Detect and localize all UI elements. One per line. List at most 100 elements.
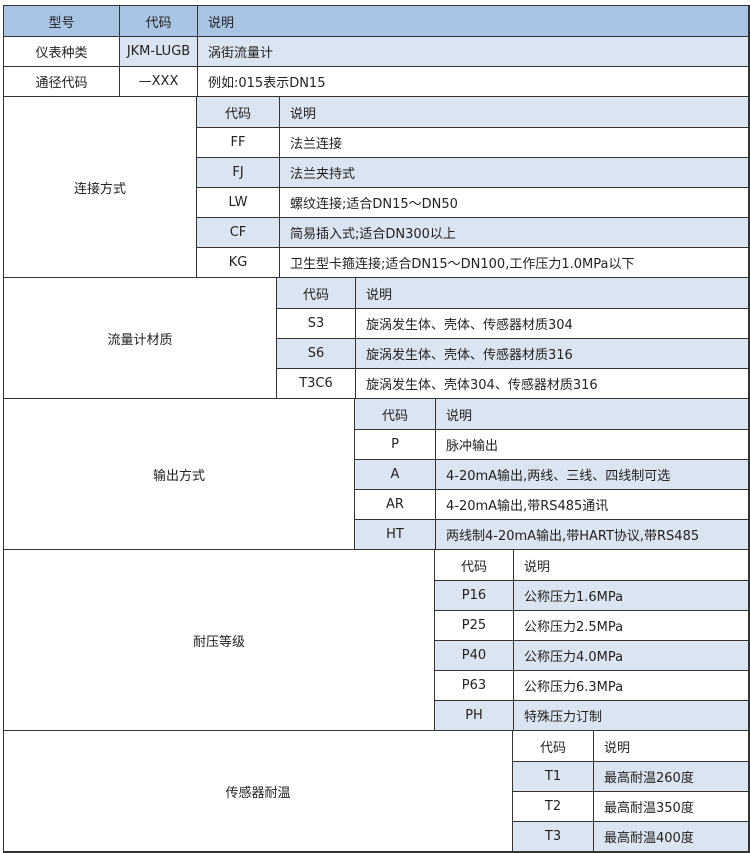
sub-header-code: 代码 — [460, 559, 487, 575]
item-desc: 4-20mA输出,带RS485通讯 — [435, 490, 748, 519]
item-code: S3 — [307, 316, 325, 331]
table-row: 仪表种类 JKM-LUGB 涡街流量计 — [4, 36, 748, 66]
item-code: KG — [228, 255, 248, 270]
table-row: FJ 法兰夹持式 — [197, 157, 748, 187]
sub-header-code: 代码 — [224, 106, 251, 122]
item-desc: 4-20mA输出,两线、三线、四线制可选 — [435, 460, 748, 489]
item-code: AR — [386, 497, 404, 512]
item-desc: 法兰连接 — [279, 128, 748, 157]
item-code: S6 — [307, 346, 325, 361]
section-2: 流量计材质 代码 说明 S3 旋涡发生体、壳体、传感器材质304 S6 旋涡发生体、壳体、传… — [4, 277, 748, 398]
section-label: 耐压等级 — [4, 550, 435, 730]
row-desc: 例如:015表示DN15 — [197, 67, 748, 96]
sub-header-desc: 说明 — [593, 731, 748, 761]
table-row: P40 公称压力4.0MPa — [435, 640, 748, 670]
table-row: AR 4-20mA输出,带RS485通讯 — [355, 489, 748, 519]
row-desc: 涡街流量计 — [197, 37, 748, 66]
item-code: CF — [229, 225, 247, 240]
sub-header-row: 代码 说明 — [513, 731, 748, 761]
item-desc: 最高耐温350度 — [593, 792, 748, 821]
sub-table: 代码 说明 S3 旋涡发生体、壳体、传感器材质304 S6 旋涡发生体、壳体、传感器材质3… — [277, 278, 748, 398]
item-code: P25 — [461, 618, 487, 633]
item-desc: 简易插入式;适合DN300以上 — [279, 218, 748, 247]
header-desc: 说明 — [197, 6, 748, 36]
row-name: 通径代码 — [35, 76, 88, 91]
item-code: LW — [228, 195, 248, 210]
item-code: T3 — [544, 829, 562, 844]
sub-table: 代码 说明 T1 最高耐温260度 T2 最高耐温350度 T3 最高耐温400度 — [513, 731, 748, 851]
item-desc: 旋涡发生体、壳体、传感器材质316 — [355, 339, 748, 368]
table-row: KG 卫生型卡箍连接;适合DN15～DN100,工作压力1.0MPa以下 — [197, 247, 748, 277]
item-desc: 旋涡发生体、壳体304、传感器材质316 — [355, 369, 748, 398]
sub-header-row: 代码 说明 — [277, 278, 748, 308]
table-row: S3 旋涡发生体、壳体、传感器材质304 — [277, 308, 748, 338]
table-row: P63 公称压力6.3MPa — [435, 670, 748, 700]
sub-header-desc: 说明 — [435, 399, 748, 429]
item-code: FJ — [232, 165, 244, 180]
section-1: 连接方式 代码 说明 FF 法兰连接 FJ 法兰夹持式 LW 螺纹连接;适合DN15～DN50 C… — [4, 96, 748, 277]
item-desc: 法兰夹持式 — [279, 158, 748, 187]
sub-header-row: 代码 说明 — [197, 97, 748, 127]
sub-header-desc: 说明 — [279, 97, 748, 127]
item-code: T2 — [544, 799, 562, 814]
table-row: T3C6 旋涡发生体、壳体304、传感器材质316 — [277, 368, 748, 398]
row-name: 仪表种类 — [35, 46, 88, 61]
table-row: P16 公称压力1.6MPa — [435, 580, 748, 610]
item-code: P63 — [461, 678, 487, 693]
section-label: 传感器耐温 — [4, 731, 513, 851]
item-desc: 公称压力4.0MPa — [513, 641, 748, 670]
item-code: T1 — [544, 769, 562, 784]
table-row: LW 螺纹连接;适合DN15～DN50 — [197, 187, 748, 217]
item-desc: 螺纹连接;适合DN15～DN50 — [279, 188, 748, 217]
header-model: 型号 — [48, 15, 75, 31]
model-selection-table: 型号 代码 说明 仪表种类 JKM-LUGB 涡街流量计 通径代码 —XXX 例… — [3, 5, 750, 853]
item-desc: 旋涡发生体、壳体、传感器材质304 — [355, 309, 748, 338]
table-row: S6 旋涡发生体、壳体、传感器材质316 — [277, 338, 748, 368]
section-label: 输出方式 — [4, 399, 355, 549]
header-code: 代码 — [119, 6, 197, 36]
item-desc: 公称压力2.5MPa — [513, 611, 748, 640]
table-row: A 4-20mA输出,两线、三线、四线制可选 — [355, 459, 748, 489]
table-row: P25 公称压力2.5MPa — [435, 610, 748, 640]
sub-table: 代码 说明 P16 公称压力1.6MPa P25 公称压力2.5MPa P40 公称压力4.0… — [435, 550, 748, 730]
sub-table: 代码 说明 P 脉冲输出 A 4-20mA输出,两线、三线、四线制可选 AR 4-20mA输出… — [355, 399, 748, 549]
item-desc: 最高耐温400度 — [593, 822, 748, 851]
sub-header-code: 代码 — [381, 408, 408, 424]
table-row: T3 最高耐温400度 — [513, 821, 748, 851]
section-label: 连接方式 — [4, 97, 197, 277]
item-code: P — [391, 437, 399, 452]
table-row: T2 最高耐温350度 — [513, 791, 748, 821]
item-code: P16 — [461, 588, 487, 603]
item-desc: 特殊压力订制 — [513, 701, 748, 730]
item-desc: 最高耐温260度 — [593, 762, 748, 791]
item-desc: 公称压力1.6MPa — [513, 581, 748, 610]
item-code: HT — [386, 527, 404, 542]
sub-header-desc: 说明 — [355, 278, 748, 308]
table-row: PH 特殊压力订制 — [435, 700, 748, 730]
table-header-row: 型号 代码 说明 — [4, 6, 748, 36]
table-row: HT 两线制4-20mA输出,带HART协议,带RS485 — [355, 519, 748, 549]
sub-header-code: 代码 — [302, 287, 329, 303]
sub-header-row: 代码 说明 — [355, 399, 748, 429]
sub-header-row: 代码 说明 — [435, 550, 748, 580]
section-4: 耐压等级 代码 说明 P16 公称压力1.6MPa P25 公称压力2.5MPa P40 公称压… — [4, 549, 748, 730]
item-code: FF — [230, 135, 246, 150]
item-code: PH — [465, 708, 483, 723]
table-row: FF 法兰连接 — [197, 127, 748, 157]
row-code: JKM-LUGB — [119, 37, 197, 66]
sub-header-desc: 说明 — [513, 550, 748, 580]
table-row: T1 最高耐温260度 — [513, 761, 748, 791]
table-row: P 脉冲输出 — [355, 429, 748, 459]
item-code: P40 — [461, 648, 487, 663]
section-3: 输出方式 代码 说明 P 脉冲输出 A 4-20mA输出,两线、三线、四线制可选 AR 4-20… — [4, 398, 748, 549]
item-desc: 卫生型卡箍连接;适合DN15～DN100,工作压力1.0MPa以下 — [279, 248, 748, 277]
table-row: CF 简易插入式;适合DN300以上 — [197, 217, 748, 247]
item-code: A — [390, 467, 400, 482]
sub-table: 代码 说明 FF 法兰连接 FJ 法兰夹持式 LW 螺纹连接;适合DN15～DN50 CF 简易插… — [197, 97, 748, 277]
row-code: —XXX — [119, 67, 197, 96]
item-desc: 两线制4-20mA输出,带HART协议,带RS485 — [435, 520, 748, 549]
sub-header-code: 代码 — [539, 740, 566, 756]
item-desc: 公称压力6.3MPa — [513, 671, 748, 700]
table-row: 通径代码 —XXX 例如:015表示DN15 — [4, 66, 748, 96]
section-5: 传感器耐温 代码 说明 T1 最高耐温260度 T2 最高耐温350度 T3 最高耐温400度 — [4, 730, 748, 851]
